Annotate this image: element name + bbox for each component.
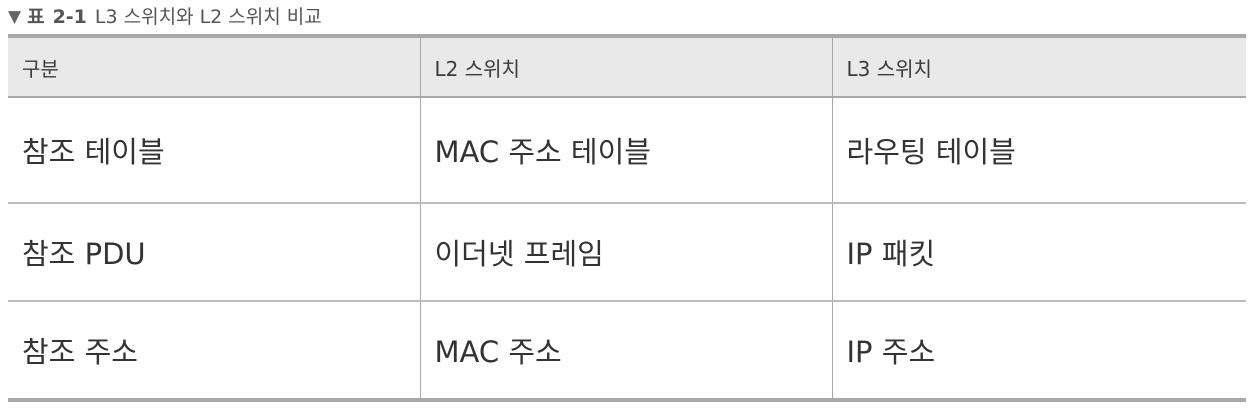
table-cell: 참조 PDU xyxy=(8,203,421,302)
table-cell: 참조 주소 xyxy=(8,301,421,400)
table-cell: IP 주소 xyxy=(846,335,936,369)
table-cell: 참조 테이블 xyxy=(8,97,421,204)
table-row: 참조 PDU 이더넷 프레임 IP 패킷 xyxy=(8,203,1246,302)
caption-label: 표 xyxy=(27,6,45,28)
caption-number: 2-1 xyxy=(52,6,87,28)
table-cell: 이더넷 프레임 xyxy=(420,203,833,302)
triangle-down-icon: ▼ xyxy=(8,7,22,27)
header-l2-switch: L2 스위치 xyxy=(420,36,833,98)
table-cell: MAC 주소 xyxy=(420,301,833,400)
table-caption: ▼ 표 2-1 L3 스위치와 L2 스위치 비교 xyxy=(8,0,1250,34)
table-cell: IP 패킷 xyxy=(832,203,1246,302)
table-row: 참조 테이블 MAC 주소 테이블 라우팅 테이블 xyxy=(8,97,1246,204)
table-row: 참조 주소 MAC 주소 IP 주소 xyxy=(8,301,1246,400)
comparison-table: 구분 L2 스위치 L3 스위치 참조 테이블 MAC 주소 테이블 라우팅 테… xyxy=(8,34,1246,402)
header-category: 구분 xyxy=(8,36,421,98)
table-cell: 라우팅 테이블 xyxy=(832,97,1246,204)
header-l3-switch: L3 스위치 xyxy=(832,36,1246,98)
table-cell: MAC 주소 테이블 xyxy=(420,97,833,204)
table-header-row: 구분 L2 스위치 L3 스위치 xyxy=(8,36,1246,98)
caption-title: L3 스위치와 L2 스위치 비교 xyxy=(94,6,322,28)
